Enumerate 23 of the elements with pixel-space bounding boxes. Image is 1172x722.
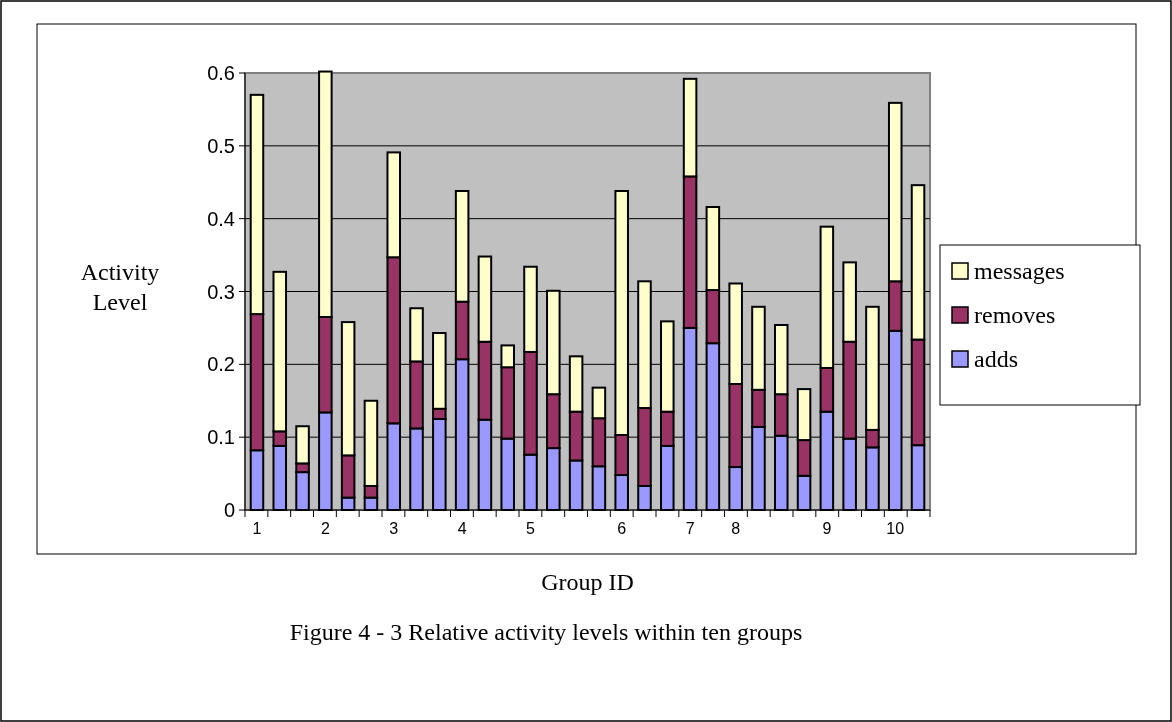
x-tick-label: 7 <box>685 520 695 537</box>
legend-label: adds <box>974 346 1018 373</box>
y-tick-label: 0.6 <box>207 62 235 84</box>
x-tick-label: 8 <box>731 520 741 537</box>
y-tick-label: 0 <box>223 499 235 521</box>
y-tick-label: 0.3 <box>207 280 235 303</box>
x-tick-label: 9 <box>822 520 832 537</box>
x-tick-label: 5 <box>526 520 536 537</box>
legend-label: removes <box>974 302 1056 329</box>
y-tick-label: 0.5 <box>207 134 235 157</box>
x-tick-label: 4 <box>457 520 467 537</box>
x-tick-label: 3 <box>389 520 399 537</box>
y-tick-label: 0.2 <box>207 353 235 376</box>
y-tick-label: 0.1 <box>207 426 235 449</box>
legend-label: messages <box>974 258 1065 285</box>
x-tick-label: 10 <box>886 520 905 537</box>
x-tick-label: 1 <box>252 520 262 537</box>
x-tick-label: 2 <box>320 520 330 537</box>
x-axis-title: Group ID <box>541 569 634 595</box>
x-tick-label: 6 <box>617 520 627 537</box>
caption: Figure 4 - 3 Relative activity levels within ten groups <box>289 619 803 645</box>
y-tick-label: 0.4 <box>207 207 235 230</box>
y-axis-title: Activity Level <box>80 259 160 315</box>
